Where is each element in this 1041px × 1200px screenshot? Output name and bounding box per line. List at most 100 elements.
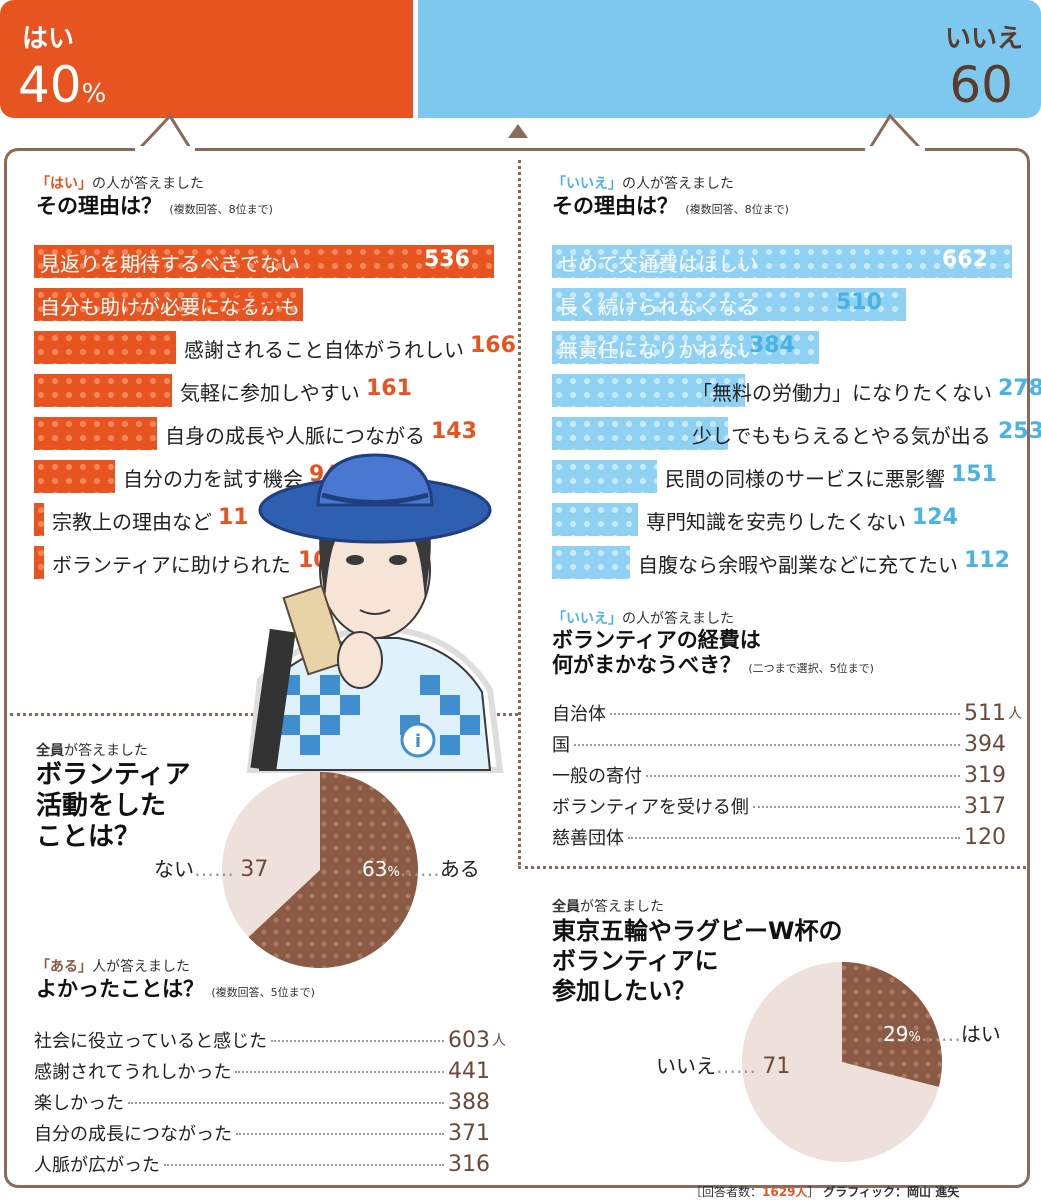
good-subtitle: 「ある」人が答えました [36,959,190,975]
list-leader [610,712,960,715]
bar-value: 384 [749,333,795,358]
list-leader [628,836,960,839]
bar-label: 自腹なら余暇や副業などに充てたい [638,553,958,577]
list-label: 楽しかった [34,1093,124,1114]
list-leader [574,743,960,746]
list-label: ボランティアを受ける側 [552,797,749,818]
list-item: 人脈が広がった 316 [34,1151,506,1177]
list-value: 371 [448,1120,490,1146]
yes-reasons-subtitle: 「はい」の人が答えました [36,176,204,192]
list-value: 388 [448,1089,490,1115]
bar-label: 気軽に参加しやすい [180,381,360,405]
experience-pie [222,772,418,968]
bar-label: せめて交通費はほしい [558,252,758,276]
bar-value: 510 [836,290,882,315]
list-value: 511 [964,700,1006,726]
bar-label: 民間の同様のサービスに悪影響 [665,467,945,491]
bar [34,374,172,407]
list-label: 感謝されてうれしかった [34,1062,232,1083]
list-label: 国 [552,735,570,756]
yes-label: はい [22,24,75,54]
list-leader [128,1101,444,1104]
bar [552,331,819,364]
bar-label: 自分も助けが必要になるかも [40,295,300,319]
list-value: 317 [964,793,1006,819]
list-leader [271,1039,444,1042]
pie-slice [842,962,942,1087]
list-value: 394 [964,731,1006,757]
list-label: 自分の成長につながった [34,1124,232,1145]
list-leader [164,1163,444,1166]
center-divider [518,160,521,865]
list-leader [752,805,960,808]
bar-value: 151 [951,462,997,487]
no-label: いいえ [944,24,1023,54]
list-value: 441 [448,1058,490,1084]
bar-label: 長く続けられなくなる [558,295,758,319]
svg-text:i: i [415,731,421,752]
volunteer-illustration: i [246,453,504,773]
list-unit: 人 [1008,706,1022,722]
olympics-pie [742,962,942,1162]
bar-value: 536人 [424,247,470,295]
bar-value: 143 [431,419,477,444]
bar-value: 124 [912,505,958,530]
bar [34,503,44,536]
bar-value: 166 [470,333,516,358]
no-reasons-subtitle: 「いいえ」の人が答えました [552,176,734,192]
bar-unit: 人 [424,279,438,295]
bar-label: 無責任になりかねない [558,338,758,362]
bar-label: 自身の成長や人脈につながる [165,424,425,448]
bar [552,546,630,579]
bar-label: 自分の力を試す機会 [123,467,303,491]
olympics-no-label: いいえ…… 71 [656,1054,791,1079]
experience-yes-label: 63%……ある [362,857,480,881]
bar-label: 感謝されること自体がうれしい [184,338,464,362]
bar-value: 662人 [942,247,988,295]
bar [552,503,638,536]
bar-value: 314 [233,290,279,315]
bar-value: 161 [366,376,412,401]
olympics-title: 東京五輪やラグビーW杯の ボランティアに 参加したい？ [552,917,843,1005]
bar [34,288,303,321]
no-banner [415,0,1041,118]
olympics-subtitle: 全員が答えました [552,899,664,915]
content-frame [4,148,1030,1188]
list-value: 319 [964,762,1006,788]
list-item: 社会に役立っていると感じた 603 人 [34,1027,506,1053]
bar [34,245,494,278]
bar-value: 112 [964,548,1010,573]
list-label: 慈善団体 [552,828,624,849]
no-reasons-title: その理由は？ (複数回答、8位まで) [552,194,789,218]
list-leader [646,774,960,777]
bar [34,546,44,579]
list-item: 楽しかった 388 [34,1089,506,1115]
list-item: 感謝されてうれしかった 441 [34,1058,506,1084]
bar [552,417,728,450]
list-item: 自治体 511 人 [552,700,1022,726]
olympics-yes-label: 29%……はい [883,1022,1001,1046]
pie-slice [248,772,418,968]
bar-value: 253 [998,419,1041,444]
list-label: 人脈が広がった [34,1155,160,1176]
list-value: 316 [448,1151,490,1177]
list-item: 一般の寄付 319 [552,762,1022,788]
bar-label: 少しでももらえるとやる気が出る [692,424,991,448]
bar-unit: 人 [942,279,956,295]
no-percent: 60 [949,56,1013,114]
bar-label: 専門知識を安売りしたくない [646,510,906,534]
list-leader [236,1132,444,1135]
list-item: 国 394 [552,731,1022,757]
experience-subtitle: 全員が答えました [36,743,148,759]
bar [34,331,176,364]
bar-label: 「無料の労働力」になりたくない [692,381,992,405]
list-leader [235,1070,444,1073]
bar-label: ボランティアに助けられた [52,553,291,577]
bar-label: 宗教上の理由など [52,510,212,534]
list-value: 603 [448,1027,490,1053]
list-label: 自治体 [552,704,606,725]
good-title: よかったことは？ (複数回答、5位まで) [36,977,315,1001]
experience-title: ボランティア 活動をした ことは？ [36,760,191,853]
bar [34,417,157,450]
bar [552,245,1012,278]
